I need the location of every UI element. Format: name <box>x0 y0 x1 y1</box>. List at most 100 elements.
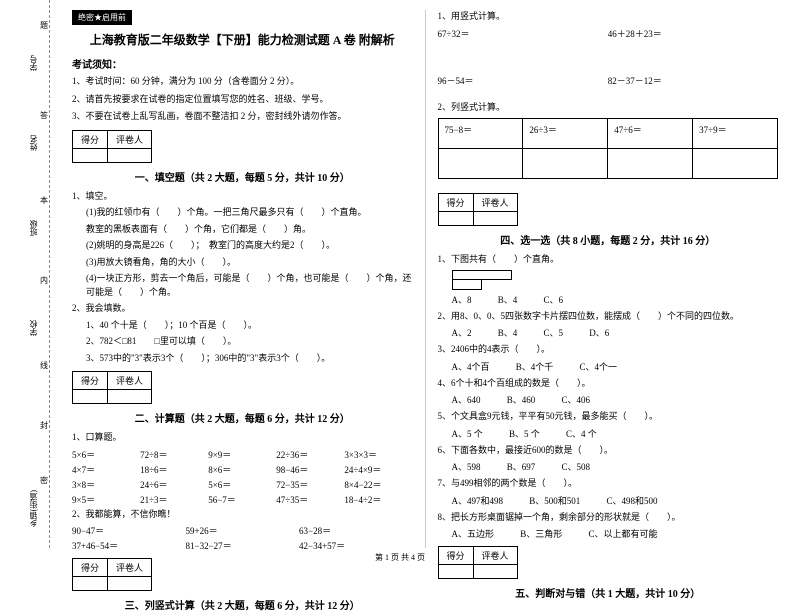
calc-item: 8×4−22＝ <box>344 478 412 491</box>
section-title-4: 四、选一选（共 8 小题，每题 2 分，共计 16 分） <box>438 232 779 247</box>
option: B、4 <box>498 326 518 339</box>
question: 4、6个十和4个百组成的数是（ ）。 <box>438 377 779 391</box>
option-row: A、2 B、4 C、5 D、6 <box>438 326 779 339</box>
calc-item: 24÷6＝ <box>140 478 208 491</box>
option: D、6 <box>589 326 609 339</box>
calc-item: 18−4÷2＝ <box>344 493 412 506</box>
calc-cell: 37÷9＝ <box>693 119 778 149</box>
option: A、8 <box>452 293 472 306</box>
vert-item: 96－54＝ <box>438 74 608 87</box>
option: A、598 <box>452 460 481 473</box>
question: 2、列竖式计算。 <box>438 101 779 115</box>
calc-item: 56−7＝ <box>208 493 276 506</box>
score-header: 得分 <box>73 130 108 148</box>
option: C、4 个 <box>566 427 597 440</box>
section-title-1: 一、填空题（共 2 大题，每题 5 分，共计 10 分） <box>72 169 413 184</box>
option: C、5 <box>544 326 564 339</box>
margin-label-id: 学号 <box>28 55 39 71</box>
calc-item: 72÷8＝ <box>140 448 208 461</box>
section-title-2: 二、计算题（共 2 大题，每题 6 分，共计 12 分） <box>72 410 413 425</box>
calc-row: 90−47＝59+26＝63−28＝ <box>72 524 413 537</box>
binding-margin: 题 学号 答 姓名 本 班级 内 学校 线 封 密 乡镇(街道) <box>0 0 50 548</box>
dash-marker: 答 <box>40 110 48 121</box>
score-table: 得分评卷人 <box>438 193 518 226</box>
option: B、697 <box>507 460 536 473</box>
calc-item: 4×7＝ <box>72 463 140 476</box>
question-sub: (1)我的红领巾有（ ）个角。一把三角尺最多只有（ ）个直角。 <box>72 206 413 220</box>
calc-item: 63−28＝ <box>299 524 413 537</box>
page-footer: 第 1 页 共 4 页 <box>0 552 800 563</box>
question-sub: 教室的黑板表面有（ ）个角，它们都是（ ）角。 <box>72 223 413 237</box>
score-cell <box>73 148 108 162</box>
margin-label-class: 班级 <box>28 220 39 236</box>
score-cell <box>108 390 152 404</box>
calc-item: 37+46−54＝ <box>72 539 186 552</box>
calc-item: 47÷35＝ <box>276 493 344 506</box>
rect-shape-icon <box>452 270 512 290</box>
calc-item: 8×6＝ <box>208 463 276 476</box>
option: B、4个千 <box>516 360 554 373</box>
score-header: 评卷人 <box>108 372 152 390</box>
margin-label-school: 学校 <box>28 320 39 336</box>
calc-row: 4×7＝18÷6＝8×6＝98−46＝24÷4×9＝ <box>72 463 413 476</box>
calc-item: 24÷4×9＝ <box>344 463 412 476</box>
option-row: A、598 B、697 C、508 <box>438 460 779 473</box>
calc-cell: 47÷6＝ <box>608 119 693 149</box>
question-sub: 3、573中的"3"表示3个（ ）；306中的"3"表示3个（ ）。 <box>72 352 413 366</box>
dash-marker: 封 <box>40 420 48 431</box>
vert-item: 82－37－12＝ <box>608 74 778 87</box>
score-cell <box>438 565 473 579</box>
score-cell <box>108 148 152 162</box>
notice-title: 考试须知： <box>72 56 413 71</box>
calc-item: 72−35＝ <box>276 478 344 491</box>
section-title-5: 五、判断对与错（共 1 大题，共计 10 分） <box>438 585 779 600</box>
score-table: 得分评卷人 <box>72 130 152 163</box>
option: B、5 个 <box>509 427 540 440</box>
option-row: A、8 B、4 C、6 <box>438 293 779 306</box>
vert-row: 67÷32＝ 46＋28＋23＝ <box>438 27 779 40</box>
question-sub: (2)姚明的身高是226（ ）； 教室门的高度大约是2（ ）。 <box>72 239 413 253</box>
calc-cell: 26÷3＝ <box>523 119 608 149</box>
score-header: 得分 <box>73 372 108 390</box>
option-row: A、4个百 B、4个千 C、4个一 <box>438 360 779 373</box>
option: B、4 <box>498 293 518 306</box>
calc-cell <box>693 149 778 179</box>
question: 7、与499相邻的两个数是（ ）。 <box>438 477 779 491</box>
calc-cell <box>438 149 523 179</box>
question: 1、口算题。 <box>72 431 413 445</box>
option: C、以上都有可能 <box>589 527 658 540</box>
option: C、406 <box>562 393 591 406</box>
content-area: 绝密★启用前 上海教育版二年级数学【下册】能力检测试题 A 卷 附解析 考试须知… <box>50 0 800 548</box>
question: 1、下图共有（ ）个直角。 <box>438 253 779 267</box>
calc-item: 3×3×3＝ <box>344 448 412 461</box>
calc-item: 81−32−27＝ <box>186 539 300 552</box>
calc-item: 59+26＝ <box>186 524 300 537</box>
calc-item: 5×6＝ <box>72 448 140 461</box>
calc-row: 5×6＝72÷8＝9×9＝22÷36＝3×3×3＝ <box>72 448 413 461</box>
dash-marker: 密 <box>40 475 48 486</box>
option: A、497和498 <box>452 494 504 507</box>
notice-item: 1、考试时间：60 分钟，满分为 100 分（含卷面分 2 分）。 <box>72 75 413 89</box>
question: 2、用8、0、0、5四张数字卡片摆四位数，能摆成（ ）个不同的四位数。 <box>438 310 779 324</box>
calc-grid: 5×6＝72÷8＝9×9＝22÷36＝3×3×3＝ 4×7＝18÷6＝8×6＝98… <box>72 448 413 506</box>
question: 5、个文具盒9元钱，平平有50元钱，最多能买（ ）。 <box>438 410 779 424</box>
option-row: A、5 个 B、5 个 C、4 个 <box>438 427 779 440</box>
notice-item: 2、请首先按要求在试卷的指定位置填写您的姓名、班级、学号。 <box>72 93 413 107</box>
option: C、6 <box>544 293 564 306</box>
score-header: 评卷人 <box>473 194 517 212</box>
calc-item: 42−34+57＝ <box>299 539 413 552</box>
option: A、5 个 <box>452 427 483 440</box>
option: A、4个百 <box>452 360 490 373</box>
score-cell <box>108 577 152 591</box>
dash-marker: 线 <box>40 360 48 371</box>
dash-marker: 本 <box>40 195 48 206</box>
calc-item: 22÷36＝ <box>276 448 344 461</box>
calc-item: 9×9＝ <box>208 448 276 461</box>
vert-item: 46＋28＋23＝ <box>608 27 778 40</box>
section-title-3: 三、列竖式计算（共 2 大题，每题 6 分，共计 12 分） <box>72 597 413 612</box>
vertical-calc-table: 75−8＝ 26÷3＝ 47÷6＝ 37÷9＝ <box>438 118 779 179</box>
score-header: 评卷人 <box>108 130 152 148</box>
question-sub: 1、40 个十是（ ）；10 个百是（ ）。 <box>72 319 413 333</box>
calc-cell <box>608 149 693 179</box>
question-sub: (4)一块正方形，剪去一个角后，可能是（ ）个角，也可能是（ ）个角，还可能是（… <box>72 272 413 299</box>
